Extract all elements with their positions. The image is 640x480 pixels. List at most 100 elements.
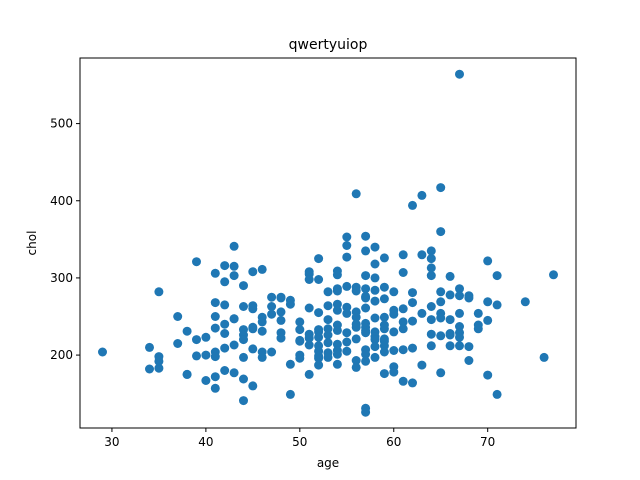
data-point	[398, 345, 408, 355]
data-point	[436, 331, 446, 341]
data-point	[361, 293, 371, 303]
data-point	[342, 346, 352, 356]
data-point	[436, 297, 446, 307]
data-point	[210, 383, 220, 393]
data-point	[408, 298, 417, 308]
data-point	[370, 296, 380, 306]
data-point	[342, 281, 352, 291]
data-point	[342, 302, 352, 312]
data-point	[323, 324, 333, 334]
data-point	[426, 246, 436, 256]
data-point	[323, 338, 333, 348]
data-point	[436, 368, 446, 378]
data-point	[455, 341, 464, 351]
data-point	[220, 261, 230, 271]
data-point	[304, 275, 314, 284]
data-point	[323, 301, 333, 311]
data-point	[285, 299, 295, 309]
data-point	[408, 343, 417, 353]
data-point	[173, 339, 183, 348]
data-point	[192, 351, 201, 361]
data-point	[492, 271, 502, 281]
data-point	[248, 304, 258, 314]
data-point	[248, 267, 258, 277]
data-point	[426, 329, 436, 339]
y-axis-ticks: 200 300 400 500	[50, 117, 80, 362]
data-point	[389, 309, 399, 319]
data-point	[473, 324, 483, 334]
data-point	[145, 342, 154, 352]
data-point	[314, 254, 324, 264]
points-layer	[98, 69, 558, 417]
data-point	[229, 368, 239, 378]
data-point	[370, 342, 380, 352]
data-point	[389, 367, 399, 377]
x-tick-label: 40	[198, 435, 213, 449]
data-point	[436, 287, 446, 297]
data-point	[426, 302, 436, 311]
data-point	[257, 326, 267, 336]
data-point	[182, 326, 192, 336]
data-point	[398, 376, 408, 386]
data-point	[267, 292, 277, 302]
data-point	[361, 349, 371, 359]
data-point	[342, 328, 352, 338]
data-point	[229, 340, 239, 350]
data-point	[464, 293, 474, 303]
data-point	[239, 352, 248, 362]
data-point	[379, 312, 389, 322]
data-point	[426, 315, 436, 325]
data-point	[417, 360, 427, 370]
data-point	[323, 315, 333, 325]
data-point	[267, 347, 277, 357]
y-axis-title: chol	[25, 231, 39, 256]
data-point	[210, 352, 220, 362]
data-point	[426, 271, 436, 281]
data-point	[220, 319, 230, 329]
data-point	[370, 242, 380, 252]
data-point	[220, 366, 230, 375]
data-point	[295, 353, 305, 363]
data-point	[408, 288, 417, 298]
data-point	[455, 284, 464, 294]
data-point	[483, 370, 493, 380]
data-point	[332, 325, 342, 335]
data-point	[314, 275, 324, 284]
data-point	[210, 298, 220, 308]
data-point	[267, 309, 277, 319]
data-point	[220, 343, 230, 353]
data-point	[332, 349, 342, 359]
data-point	[295, 336, 305, 346]
data-point	[408, 378, 417, 388]
data-point	[379, 294, 389, 304]
data-point	[257, 317, 267, 327]
data-point	[426, 341, 436, 351]
data-point	[455, 291, 464, 301]
data-point	[436, 227, 446, 237]
data-point	[398, 304, 408, 314]
data-point	[210, 372, 220, 382]
data-point	[295, 325, 305, 335]
data-point	[257, 352, 267, 362]
data-point	[464, 356, 474, 365]
data-point	[342, 337, 352, 347]
data-point	[154, 356, 164, 366]
data-point	[351, 356, 361, 365]
data-point	[398, 317, 408, 327]
data-point	[239, 281, 248, 291]
data-point	[323, 330, 333, 340]
data-point	[361, 231, 371, 241]
chart-title: qwertyuiop	[289, 37, 368, 53]
data-point	[389, 327, 399, 337]
data-point	[370, 259, 380, 269]
data-point	[455, 332, 464, 342]
data-point	[361, 284, 371, 294]
data-point	[370, 335, 380, 345]
data-point	[295, 317, 305, 327]
data-point	[239, 302, 248, 311]
data-point	[379, 341, 389, 351]
data-point	[473, 308, 483, 318]
data-point	[361, 328, 371, 338]
data-point	[229, 241, 239, 251]
